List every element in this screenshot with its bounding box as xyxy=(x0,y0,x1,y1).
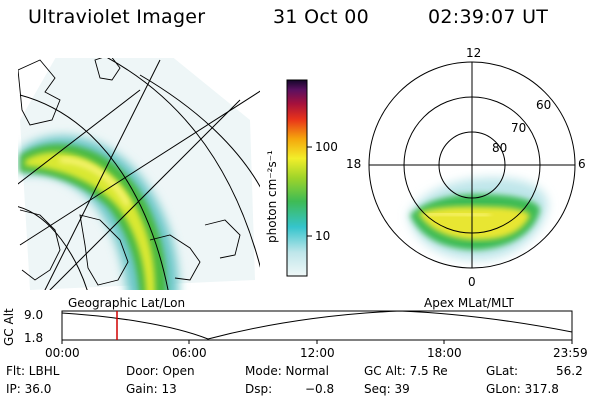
colorbar xyxy=(286,79,308,277)
x-tick-0600: 06:00 xyxy=(172,346,207,360)
door-value: Door: Open xyxy=(126,364,195,378)
mlat-label-70: 70 xyxy=(511,121,527,135)
mode-value: Mode: Normal xyxy=(245,364,329,378)
y-tick-1-8: 1.8 xyxy=(24,331,44,345)
gc-alt-value: GC Alt: 7.5 Re xyxy=(364,364,448,378)
glat-value: 56.2 xyxy=(556,364,583,378)
x-tick-0000: 00:00 xyxy=(45,346,80,360)
x-tick-1200: 12:00 xyxy=(300,346,335,360)
y-tick-9: 9.0 xyxy=(24,308,44,322)
dsp-value: −0.8 xyxy=(305,382,335,396)
x-tick-2359: 23:59 xyxy=(553,346,588,360)
mlat-label-80: 80 xyxy=(492,141,508,155)
seq-value: Seq: 39 xyxy=(364,382,410,396)
instrument-title: Ultraviolet Imager xyxy=(28,6,206,28)
time-label: 02:39:07 UT xyxy=(428,6,549,28)
filter-value: Flt: LBHL xyxy=(6,364,60,378)
geographic-image xyxy=(18,58,260,290)
date-label: 31 Oct 00 xyxy=(273,6,369,28)
mlt-label-0: 0 xyxy=(468,275,476,289)
geographic-caption: Geographic Lat/Lon xyxy=(68,296,186,310)
glat-label: GLat: xyxy=(486,364,519,378)
x-tick-1800: 18:00 xyxy=(427,346,462,360)
gc-alt-axis-label: GC Alt xyxy=(2,308,16,346)
gain-value: Gain: 13 xyxy=(126,382,177,396)
orbit-altitude-plot xyxy=(61,310,573,344)
apex-caption: Apex MLat/MLT xyxy=(424,296,514,310)
colorbar-tick-100: 100 xyxy=(315,140,338,154)
colorbar-label: photon cm⁻²s⁻¹ xyxy=(265,150,279,243)
glon-value: GLon: 317.8 xyxy=(486,382,559,396)
colorbar-tick-10: 10 xyxy=(315,229,331,243)
ip-value: IP: 36.0 xyxy=(6,382,52,396)
polar-plot xyxy=(368,61,576,269)
mlt-label-6: 6 xyxy=(578,157,586,171)
polar-image xyxy=(408,177,548,260)
mlt-label-12: 12 xyxy=(466,46,482,60)
mlt-label-18: 18 xyxy=(346,157,362,171)
mlat-label-60: 60 xyxy=(536,98,552,112)
dsp-label: Dsp: xyxy=(245,382,273,396)
